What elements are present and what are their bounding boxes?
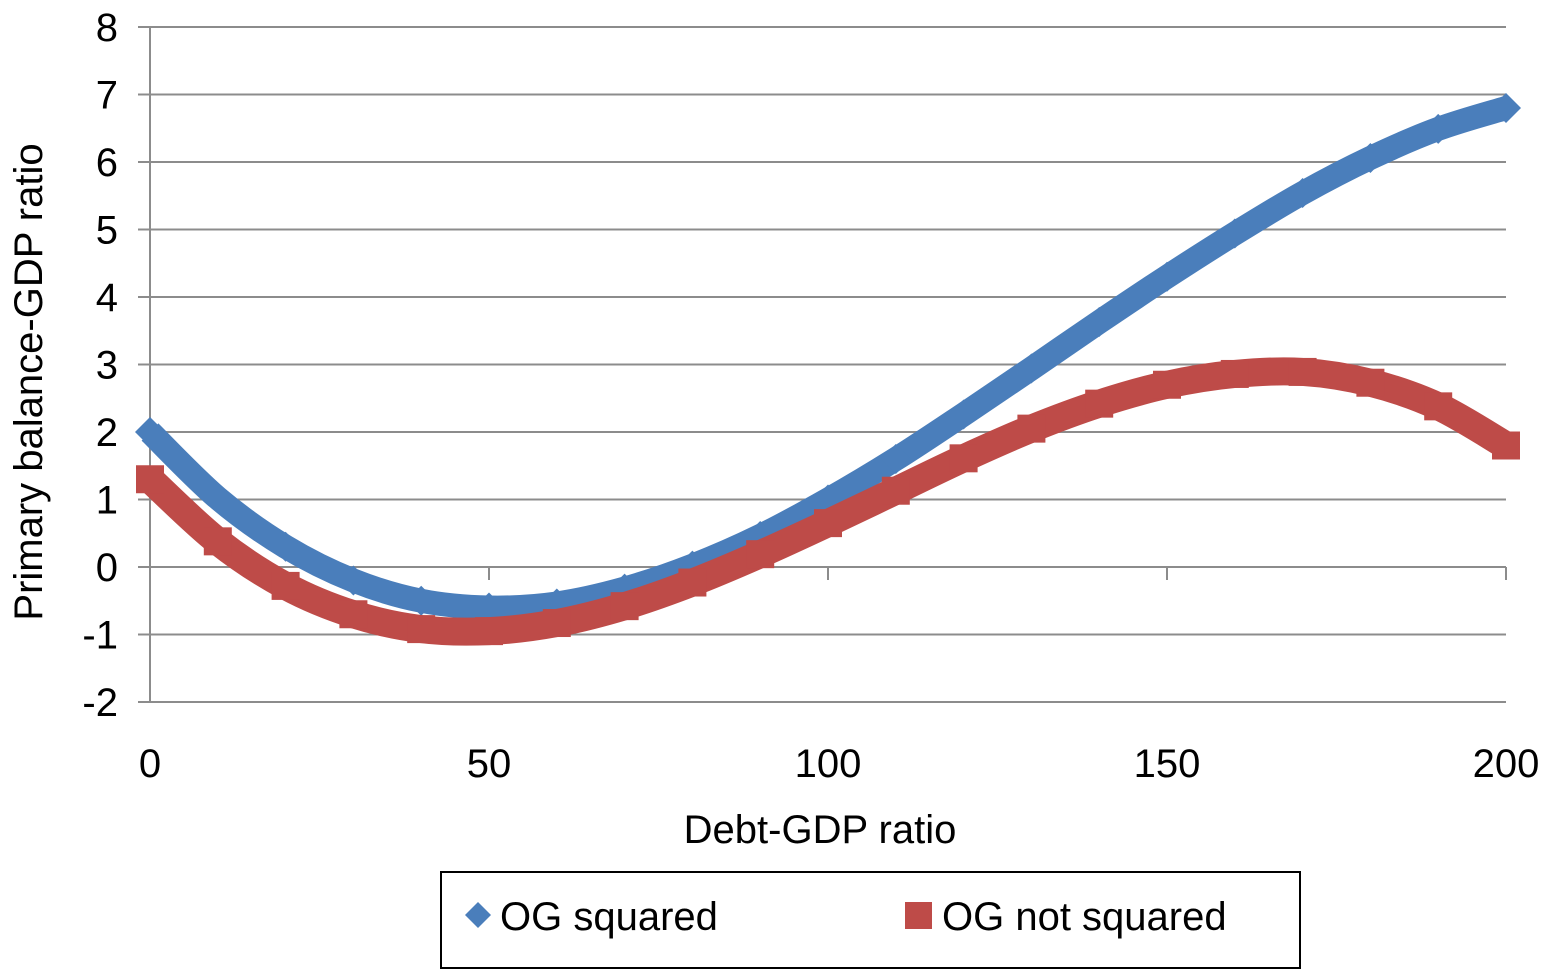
data-point-square — [678, 568, 707, 597]
data-point-square — [1356, 368, 1385, 397]
y-tick-label: -2 — [82, 681, 118, 725]
data-point-square — [1492, 431, 1520, 460]
y-tick-label: 6 — [96, 141, 118, 185]
data-point-square — [542, 609, 571, 638]
data-point-square — [746, 540, 775, 569]
data-point-square — [881, 476, 910, 505]
x-tick-label: 200 — [1473, 742, 1540, 786]
legend: OG squared OG not squared — [440, 871, 1301, 969]
tick-labels: -2 -1 0 1 2 3 4 5 6 7 8 0 50 100 150 200 — [82, 6, 1539, 786]
data-point-diamond — [1491, 93, 1521, 123]
data-point-square — [136, 465, 164, 494]
series-og-squared — [135, 93, 1521, 623]
data-point-square — [610, 592, 639, 621]
data-point-square — [1220, 359, 1249, 388]
data-point-square — [271, 571, 300, 600]
data-point-diamond — [474, 592, 504, 623]
y-tick-label: 2 — [96, 411, 118, 455]
data-point-square — [814, 509, 842, 538]
data-point-diamond — [135, 417, 165, 447]
y-tick-label: 7 — [96, 74, 118, 118]
data-point-diamond — [406, 585, 437, 616]
legend-marker-square-icon — [905, 902, 932, 929]
data-point-square — [1153, 370, 1181, 399]
y-tick-label: 8 — [96, 6, 118, 50]
data-point-diamond — [948, 399, 979, 430]
data-point-square — [407, 615, 436, 644]
data-point-diamond — [880, 444, 911, 474]
legend-label-og-squared: OG squared — [500, 895, 718, 939]
series-layer — [135, 93, 1521, 646]
data-point-diamond — [338, 565, 369, 596]
y-axis-label: Primary balance-GDP ratio — [7, 143, 51, 620]
data-point-square — [949, 444, 978, 473]
data-point-square — [1424, 392, 1453, 421]
data-point-square — [475, 617, 503, 646]
data-point-square — [1288, 357, 1317, 386]
data-point-diamond — [1423, 113, 1454, 144]
data-point-diamond — [1355, 142, 1386, 173]
legend-label-og-not-squared: OG not squared — [942, 895, 1227, 939]
x-tick-label: 50 — [467, 742, 512, 786]
data-point-square — [1017, 414, 1046, 443]
data-point-square — [1085, 389, 1114, 418]
data-point-diamond — [1287, 178, 1318, 209]
x-tick-label: 100 — [795, 742, 862, 786]
y-tick-label: 0 — [96, 546, 118, 590]
series-og-not-squared — [136, 357, 1520, 646]
data-point-diamond — [1152, 261, 1182, 292]
data-point-square — [203, 527, 232, 556]
y-tick-label: -1 — [82, 614, 118, 658]
x-tick-label: 0 — [139, 742, 161, 786]
data-point-diamond — [270, 531, 301, 562]
data-point-diamond — [1219, 218, 1250, 249]
y-tick-label: 1 — [96, 479, 118, 523]
data-point-diamond — [1016, 353, 1047, 384]
legend-box — [440, 871, 1301, 969]
data-point-square — [339, 600, 368, 629]
legend-marker-diamond-icon — [465, 902, 491, 928]
x-tick-label: 150 — [1134, 742, 1201, 786]
x-axis-label: Debt-GDP ratio — [684, 808, 957, 852]
data-point-diamond — [1084, 306, 1115, 337]
y-tick-label: 3 — [96, 344, 118, 388]
axes — [138, 26, 1507, 703]
data-point-diamond — [202, 483, 233, 514]
y-tick-label: 4 — [96, 276, 118, 320]
y-tick-label: 5 — [96, 209, 118, 253]
